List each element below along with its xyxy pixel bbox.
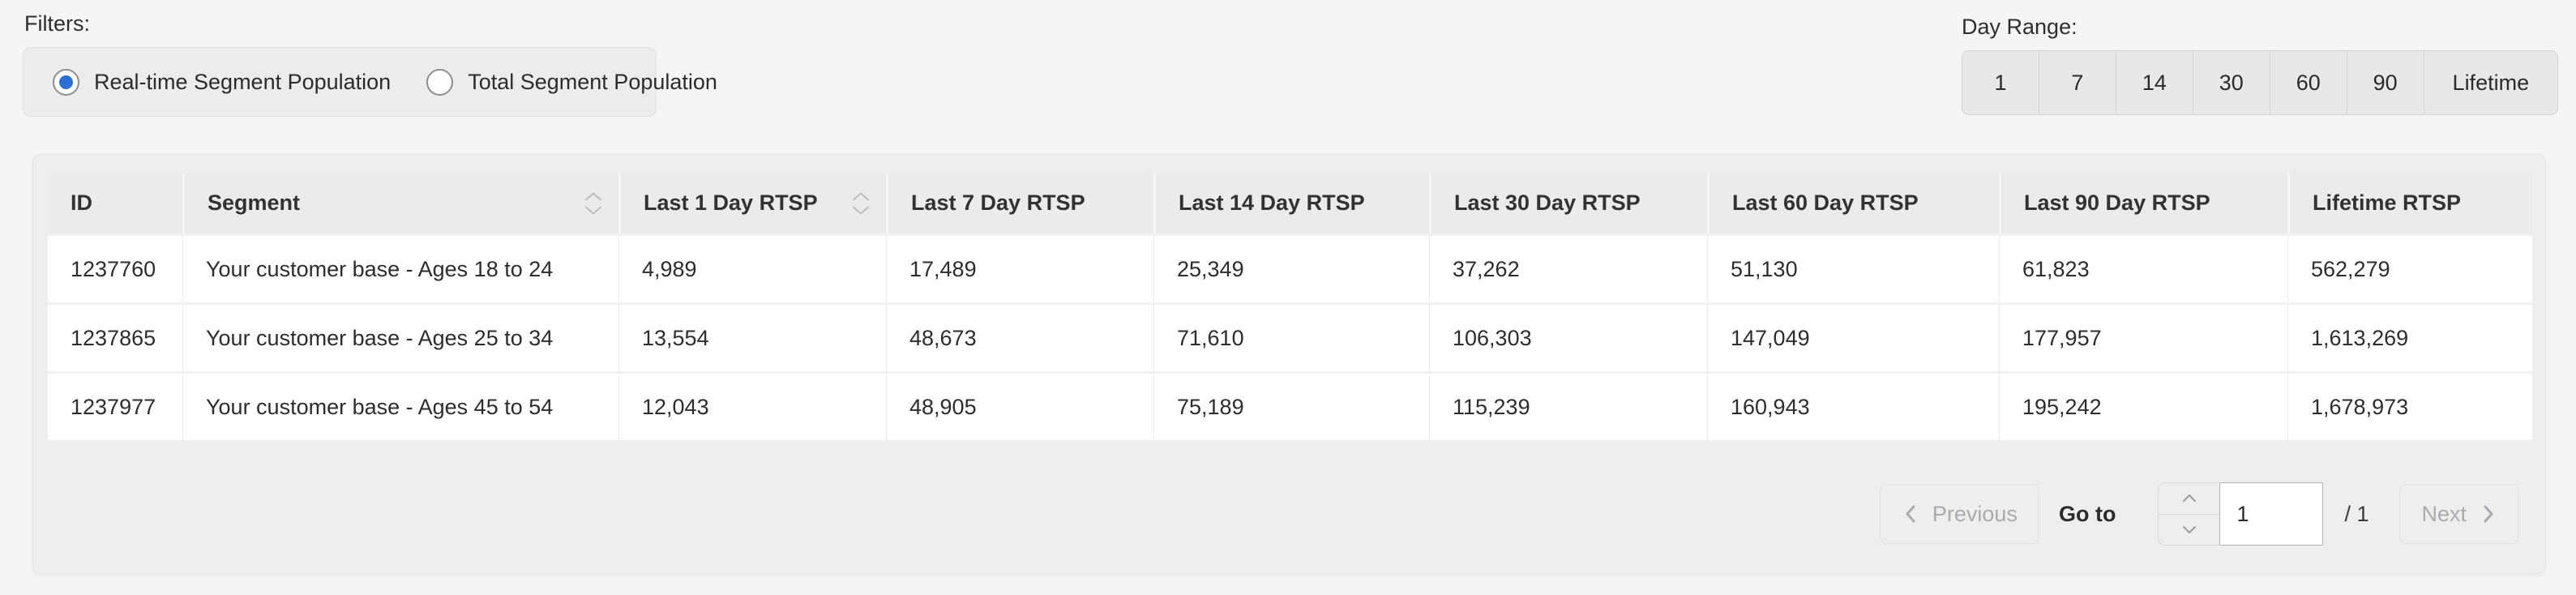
radio-option-total-segment-population[interactable]: Total Segment Population bbox=[426, 68, 717, 96]
day-range-button-14[interactable]: 14 bbox=[2115, 51, 2193, 114]
segments-table-card: ID Segment Last 1 Day RTSP bbox=[32, 154, 2546, 574]
page-decrement-button[interactable] bbox=[2159, 515, 2219, 546]
cell-id: 1237760 bbox=[48, 233, 182, 302]
radio-option-label: Total Segment Population bbox=[468, 69, 717, 94]
cell-last-1-day: 12,043 bbox=[618, 371, 886, 440]
day-range-button-group: 1 7 14 30 60 90 Lifetime bbox=[1962, 50, 2558, 115]
cell-last-7-day: 17,489 bbox=[886, 233, 1153, 302]
cell-segment: Your customer base - Ages 45 to 54 bbox=[182, 371, 618, 440]
radio-option-label: Real-time Segment Population bbox=[94, 69, 392, 94]
cell-segment: Your customer base - Ages 18 to 24 bbox=[182, 233, 618, 302]
table-row: 1237977 Your customer base - Ages 45 to … bbox=[48, 371, 2532, 440]
page-stepper bbox=[2158, 482, 2220, 546]
population-filter-group: Real-time Segment Population Total Segme… bbox=[23, 47, 717, 117]
cell-id: 1237977 bbox=[48, 371, 182, 440]
column-header-last-90-day-rtsp: Last 90 Day RTSP bbox=[1999, 173, 2287, 233]
sort-icons bbox=[852, 191, 870, 215]
goto-label: Go to bbox=[2058, 501, 2116, 526]
cell-last-14-day: 75,189 bbox=[1153, 371, 1429, 440]
table-header-row: ID Segment Last 1 Day RTSP bbox=[48, 173, 2532, 233]
pagination: Previous Go to / 1 Next bbox=[1879, 482, 2519, 546]
previous-page-button[interactable]: Previous bbox=[1879, 484, 2039, 544]
chevron-down-icon bbox=[585, 206, 601, 214]
sort-icons bbox=[584, 191, 602, 215]
total-pages-label: / 1 bbox=[2344, 501, 2369, 526]
cell-last-30-day: 106,303 bbox=[1429, 302, 1707, 371]
page-number-stepper bbox=[2158, 482, 2324, 546]
filters-label: Filters: bbox=[24, 11, 90, 36]
cell-last-30-day: 37,262 bbox=[1429, 233, 1707, 302]
day-range-button-lifetime[interactable]: Lifetime bbox=[2423, 51, 2557, 114]
cell-segment: Your customer base - Ages 25 to 34 bbox=[182, 302, 618, 371]
segments-table: ID Segment Last 1 Day RTSP bbox=[48, 173, 2532, 440]
radio-selected-icon bbox=[53, 68, 79, 96]
cell-last-1-day: 4,989 bbox=[618, 233, 886, 302]
cell-lifetime: 562,279 bbox=[2287, 233, 2532, 302]
column-header-id: ID bbox=[48, 173, 182, 233]
day-range-button-7[interactable]: 7 bbox=[2038, 51, 2116, 114]
cell-lifetime: 1,678,973 bbox=[2287, 371, 2532, 440]
cell-last-14-day: 25,349 bbox=[1153, 233, 1429, 302]
column-header-last-60-day-rtsp: Last 60 Day RTSP bbox=[1707, 173, 1999, 233]
cell-last-60-day: 160,943 bbox=[1707, 371, 1999, 440]
cell-last-60-day: 147,049 bbox=[1707, 302, 1999, 371]
cell-id: 1237865 bbox=[48, 302, 182, 371]
day-range-label: Day Range: bbox=[1962, 15, 2077, 39]
day-range-button-30[interactable]: 30 bbox=[2192, 51, 2270, 114]
column-header-last-1-day-rtsp[interactable]: Last 1 Day RTSP bbox=[618, 173, 886, 233]
chevron-up-icon bbox=[853, 192, 869, 200]
column-header-lifetime-rtsp: Lifetime RTSP bbox=[2287, 173, 2532, 233]
chevron-up-icon bbox=[585, 192, 601, 200]
cell-last-90-day: 61,823 bbox=[1999, 233, 2287, 302]
cell-last-90-day: 177,957 bbox=[1999, 302, 2287, 371]
radio-option-realtime-segment-population[interactable]: Real-time Segment Population bbox=[53, 68, 392, 96]
radio-unselected-icon bbox=[426, 68, 454, 96]
table-row: 1237865 Your customer base - Ages 25 to … bbox=[48, 302, 2532, 371]
next-page-button[interactable]: Next bbox=[2399, 484, 2519, 544]
day-range-button-60[interactable]: 60 bbox=[2269, 51, 2347, 114]
cell-last-1-day: 13,554 bbox=[618, 302, 886, 371]
cell-last-14-day: 71,610 bbox=[1153, 302, 1429, 371]
cell-last-30-day: 115,239 bbox=[1429, 371, 1707, 440]
cell-last-90-day: 195,242 bbox=[1999, 371, 2287, 440]
chevron-down-icon bbox=[2182, 525, 2196, 533]
column-header-last-30-day-rtsp: Last 30 Day RTSP bbox=[1429, 173, 1707, 233]
cell-last-7-day: 48,905 bbox=[886, 371, 1153, 440]
page-number-input[interactable] bbox=[2219, 482, 2324, 546]
chevron-up-icon bbox=[2182, 494, 2196, 503]
cell-last-7-day: 48,673 bbox=[886, 302, 1153, 371]
day-range-button-90[interactable]: 90 bbox=[2346, 51, 2424, 114]
table-row: 1237760 Your customer base - Ages 18 to … bbox=[48, 233, 2532, 302]
column-header-last-14-day-rtsp: Last 14 Day RTSP bbox=[1153, 173, 1429, 233]
cell-lifetime: 1,613,269 bbox=[2287, 302, 2532, 371]
chevron-down-icon bbox=[853, 206, 869, 214]
chevron-right-icon bbox=[2484, 505, 2493, 523]
column-header-segment[interactable]: Segment bbox=[182, 173, 618, 233]
chevron-left-icon bbox=[1906, 505, 1915, 523]
page-increment-button[interactable] bbox=[2159, 483, 2220, 515]
day-range-button-1[interactable]: 1 bbox=[1962, 51, 2039, 114]
cell-last-60-day: 51,130 bbox=[1707, 233, 1999, 302]
column-header-last-7-day-rtsp: Last 7 Day RTSP bbox=[886, 173, 1153, 233]
